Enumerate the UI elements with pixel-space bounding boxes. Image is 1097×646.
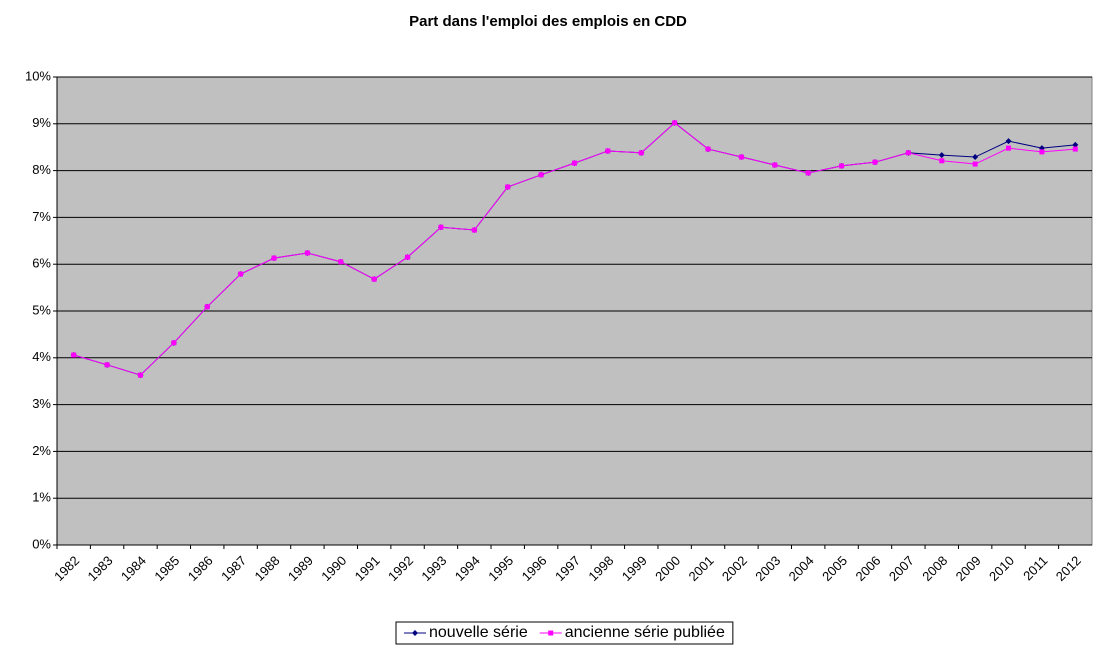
x-tick-label: 2006 bbox=[852, 553, 883, 584]
x-tick-label: 1991 bbox=[352, 553, 383, 584]
y-tick-label: 1% bbox=[32, 490, 51, 505]
legend-marker bbox=[548, 630, 554, 636]
marker bbox=[171, 340, 177, 346]
x-tick-label: 2008 bbox=[919, 553, 950, 584]
marker bbox=[1072, 141, 1079, 148]
x-tick-label: 1998 bbox=[585, 553, 616, 584]
x-tick-label: 2005 bbox=[819, 553, 850, 584]
legend-box bbox=[395, 621, 734, 645]
x-tick-label: 2012 bbox=[1053, 553, 1084, 584]
marker bbox=[538, 172, 544, 178]
x-tick-label: 1984 bbox=[118, 553, 149, 584]
marker bbox=[938, 152, 945, 159]
x-tick-label: 2002 bbox=[719, 553, 750, 584]
x-tick-label: 1983 bbox=[85, 553, 116, 584]
y-tick-label: 9% bbox=[32, 115, 51, 130]
y-tick-label: 4% bbox=[32, 349, 51, 364]
marker bbox=[104, 362, 110, 368]
chart-title: Part dans l'emploi des emplois en CDD bbox=[409, 13, 687, 30]
legend-label: nouvelle série bbox=[429, 624, 528, 641]
marker bbox=[438, 224, 444, 230]
legend: nouvelle série ancienne série publiée bbox=[395, 621, 734, 645]
x-tick-label: 2001 bbox=[686, 553, 717, 584]
x-tick-label: 1988 bbox=[252, 553, 283, 584]
x-tick-label: 1994 bbox=[452, 553, 483, 584]
marker bbox=[672, 120, 678, 126]
marker bbox=[972, 161, 978, 167]
x-tick-label: 2009 bbox=[953, 553, 984, 584]
y-tick-label: 8% bbox=[32, 162, 51, 177]
marker bbox=[872, 159, 878, 165]
y-tick-label: 7% bbox=[32, 209, 51, 224]
x-tick-label: 1985 bbox=[151, 553, 182, 584]
y-tick-label: 3% bbox=[32, 396, 51, 411]
x-tick-label: 1987 bbox=[218, 553, 249, 584]
marker bbox=[805, 170, 811, 176]
x-tick-label: 1995 bbox=[485, 553, 516, 584]
marker bbox=[137, 372, 143, 378]
marker bbox=[238, 271, 244, 277]
marker bbox=[738, 154, 744, 160]
marker bbox=[204, 304, 210, 310]
marker bbox=[505, 184, 511, 190]
x-tick-label: 1992 bbox=[385, 553, 416, 584]
marker bbox=[405, 254, 411, 260]
marker bbox=[605, 148, 611, 154]
y-tick-label: 2% bbox=[32, 443, 51, 458]
x-tick-label: 1990 bbox=[318, 553, 349, 584]
y-tick-label: 5% bbox=[32, 302, 51, 317]
x-tick-label: 1996 bbox=[519, 553, 550, 584]
legend-marker bbox=[412, 630, 418, 636]
marker bbox=[905, 150, 911, 156]
marker bbox=[572, 160, 577, 166]
x-tick-label: 2004 bbox=[786, 553, 817, 584]
y-tick-label: 10% bbox=[25, 68, 51, 83]
marker bbox=[705, 146, 711, 152]
x-tick-label: 2003 bbox=[752, 553, 783, 584]
marker bbox=[71, 352, 77, 358]
marker bbox=[1072, 146, 1078, 152]
y-tick-label: 0% bbox=[32, 536, 51, 551]
marker bbox=[471, 227, 477, 233]
x-tick-label: 2011 bbox=[1020, 553, 1050, 583]
x-tick-label: 1999 bbox=[619, 553, 650, 584]
x-tick-label: 2007 bbox=[886, 553, 917, 584]
x-tick-label: 1989 bbox=[285, 553, 316, 584]
marker bbox=[1006, 145, 1012, 151]
x-tick-label: 1982 bbox=[51, 553, 82, 584]
marker bbox=[1005, 138, 1012, 145]
x-tick-label: 2000 bbox=[652, 553, 683, 584]
x-tick-label: 1986 bbox=[185, 553, 216, 584]
y-tick-label: 6% bbox=[32, 256, 51, 271]
x-tick-label: 1997 bbox=[552, 553, 583, 584]
marker bbox=[371, 276, 377, 282]
marker bbox=[304, 250, 310, 256]
marker bbox=[638, 150, 644, 156]
legend-label: ancienne série publiée bbox=[565, 624, 725, 641]
x-tick-label: 1993 bbox=[418, 553, 449, 584]
marker bbox=[939, 158, 945, 164]
marker bbox=[271, 255, 277, 261]
marker bbox=[1039, 149, 1045, 155]
marker bbox=[338, 259, 344, 265]
marker bbox=[972, 154, 979, 161]
x-tick-label: 2010 bbox=[986, 553, 1017, 584]
marker bbox=[839, 163, 845, 169]
marker bbox=[772, 162, 778, 168]
